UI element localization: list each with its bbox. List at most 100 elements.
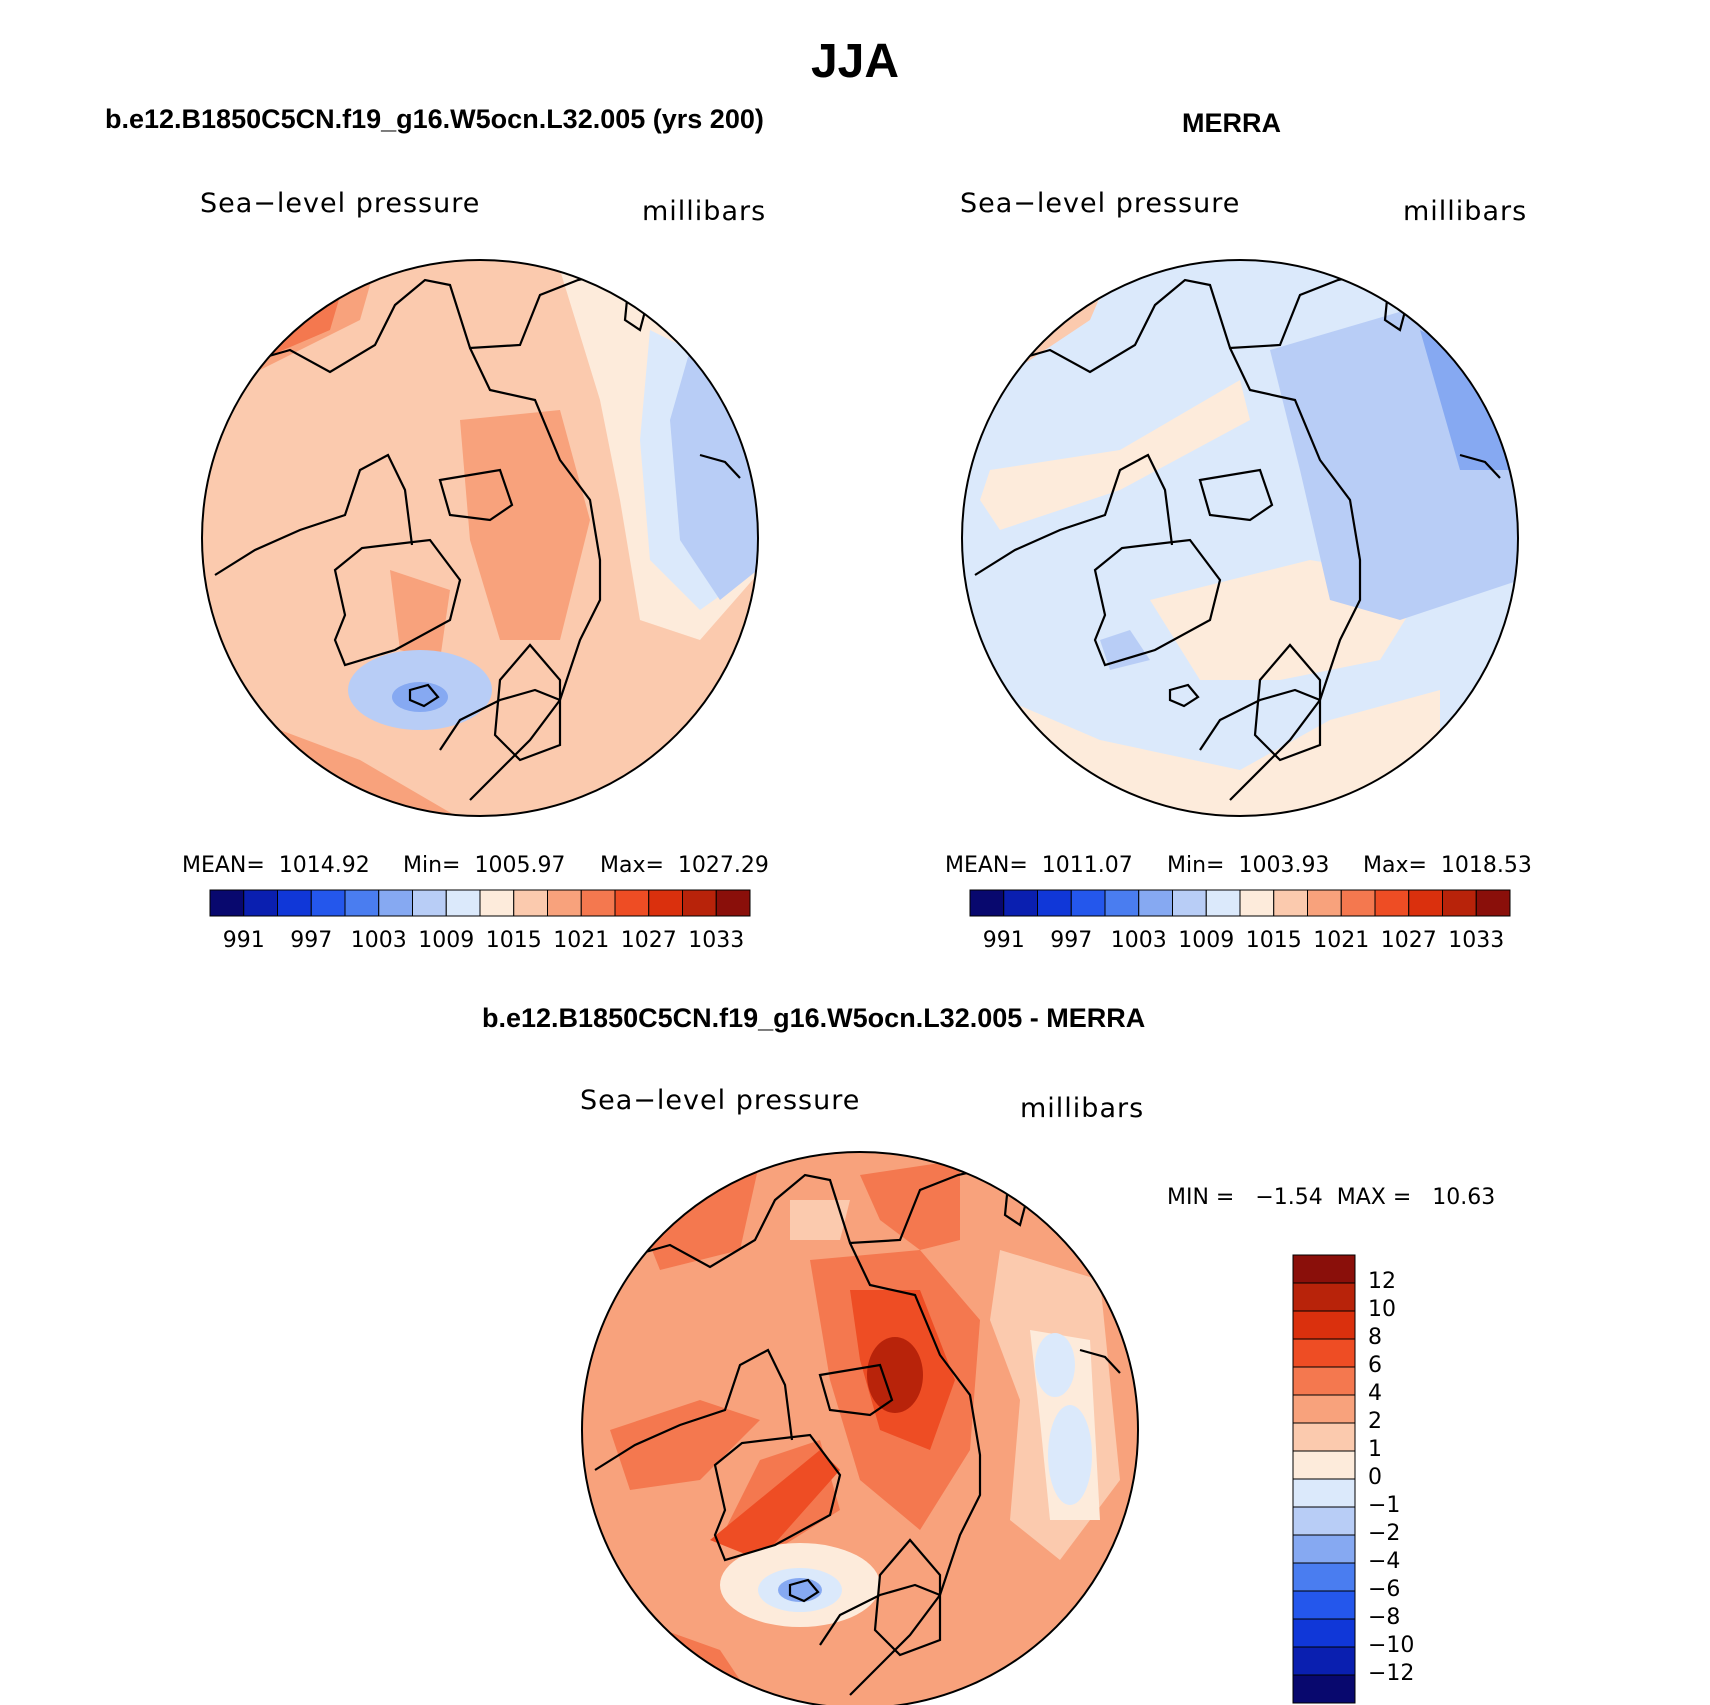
colorbar-swatch bbox=[715, 889, 751, 917]
diff-field-contour bbox=[860, 1160, 960, 1250]
colorbar-tick-label: 4 bbox=[1368, 1381, 1382, 1406]
colorbar-tick-label: 991 bbox=[982, 928, 1025, 953]
colorbar-swatch bbox=[1292, 1282, 1356, 1312]
diff-colorbar bbox=[1292, 1254, 1356, 1704]
colorbar-swatch bbox=[1374, 889, 1410, 917]
obs-variable-label: Sea−level pressure bbox=[960, 188, 1241, 219]
colorbar-tick-label: 1003 bbox=[1110, 928, 1167, 953]
obs-colorbar bbox=[969, 889, 1511, 917]
colorbar-swatch bbox=[1292, 1646, 1356, 1676]
colorbar-swatch bbox=[1292, 1506, 1356, 1536]
colorbar-tick-label: −2 bbox=[1368, 1521, 1401, 1546]
obs-min-stat: Min= 1003.93 bbox=[1167, 853, 1330, 878]
colorbar-swatch bbox=[1292, 1310, 1356, 1340]
colorbar-tick-label: 1 bbox=[1368, 1437, 1382, 1462]
obs-panel-title: MERRA bbox=[1182, 108, 1281, 138]
colorbar-tick-label: 2 bbox=[1368, 1409, 1382, 1434]
colorbar-tick-label: 1009 bbox=[418, 928, 475, 953]
colorbar-swatch bbox=[1138, 889, 1173, 917]
colorbar-swatch bbox=[378, 889, 413, 917]
colorbar-swatch bbox=[1292, 1422, 1356, 1452]
colorbar-tick-label: 1021 bbox=[553, 928, 610, 953]
model-max-stat: Max= 1027.29 bbox=[600, 853, 769, 878]
colorbar-swatch bbox=[1273, 889, 1308, 917]
colorbar-swatch bbox=[1292, 1674, 1356, 1704]
colorbar-tick-label: 1015 bbox=[485, 928, 542, 953]
obs-coastlines bbox=[974, 273, 1501, 801]
colorbar-swatch bbox=[1292, 1450, 1356, 1480]
model-field-contour bbox=[460, 410, 590, 640]
colorbar-tick-label: 1003 bbox=[350, 928, 407, 953]
colorbar-swatch bbox=[614, 889, 650, 917]
colorbar-swatch bbox=[344, 889, 380, 917]
colorbar-tick-label: 1021 bbox=[1313, 928, 1370, 953]
model-map-border bbox=[201, 259, 759, 817]
model-mean-stat: MEAN= 1014.92 bbox=[182, 853, 370, 878]
diff-minmax-stat: MIN = −1.54 MAX = 10.63 bbox=[1167, 1185, 1496, 1210]
colorbar-swatch bbox=[1172, 889, 1207, 917]
colorbar-swatch bbox=[1292, 1366, 1356, 1396]
colorbar-tick-label: 12 bbox=[1368, 1269, 1396, 1294]
colorbar-swatch bbox=[1475, 889, 1511, 917]
colorbar-swatch bbox=[1292, 1562, 1356, 1592]
colorbar-tick-label: 1027 bbox=[620, 928, 677, 953]
colorbar-tick-label: 1033 bbox=[1448, 928, 1505, 953]
model-units-label: millibars bbox=[642, 196, 767, 227]
diff-field-contour bbox=[610, 1400, 760, 1490]
colorbar-tick-label: 0 bbox=[1368, 1465, 1382, 1490]
diff-units-label: millibars bbox=[1020, 1093, 1145, 1124]
obs-field-contour bbox=[1100, 630, 1150, 670]
colorbar-swatch bbox=[1340, 889, 1376, 917]
colorbar-tick-label: 997 bbox=[1050, 928, 1093, 953]
colorbar-tick-label: −8 bbox=[1368, 1605, 1401, 1630]
colorbar-swatch bbox=[1292, 1254, 1356, 1284]
diff-field-contour bbox=[1035, 1333, 1075, 1397]
colorbar-tick-label: 1015 bbox=[1245, 928, 1302, 953]
colorbar-swatch bbox=[513, 889, 548, 917]
colorbar-tick-label: 1009 bbox=[1178, 928, 1235, 953]
obs-mean-stat: MEAN= 1011.07 bbox=[945, 853, 1133, 878]
model-coastlines bbox=[214, 273, 741, 801]
diff-map-border bbox=[581, 1151, 1139, 1705]
colorbar-swatch bbox=[1003, 889, 1038, 917]
colorbar-swatch bbox=[310, 889, 346, 917]
diff-panel-title: b.e12.B1850C5CN.f19_g16.W5ocn.L32.005 - … bbox=[482, 1003, 1146, 1033]
obs-field-contour bbox=[1420, 330, 1518, 470]
model-field-contour bbox=[390, 570, 450, 660]
figure-title: JJA bbox=[810, 35, 900, 88]
colorbar-swatch bbox=[209, 889, 245, 917]
model-panel-title: b.e12.B1850C5CN.f19_g16.W5ocn.L32.005 (y… bbox=[105, 104, 764, 134]
colorbar-swatch bbox=[1239, 889, 1275, 917]
diff-coastlines bbox=[594, 1168, 1121, 1696]
colorbar-tick-label: 6 bbox=[1368, 1353, 1382, 1378]
colorbar-tick-label: −6 bbox=[1368, 1577, 1401, 1602]
model-colorbar bbox=[209, 889, 751, 917]
obs-field-contour bbox=[980, 380, 1250, 530]
colorbar-swatch bbox=[1292, 1534, 1356, 1564]
colorbar-tick-label: 991 bbox=[222, 928, 265, 953]
colorbar-tick-label: −1 bbox=[1368, 1493, 1401, 1518]
obs-map-border bbox=[961, 259, 1519, 817]
obs-units-label: millibars bbox=[1403, 196, 1528, 227]
colorbar-swatch bbox=[1292, 1618, 1356, 1648]
colorbar-swatch bbox=[648, 889, 683, 917]
diff-field-contour bbox=[790, 1200, 850, 1240]
colorbar-tick-label: 997 bbox=[290, 928, 333, 953]
colorbar-swatch bbox=[1292, 1478, 1356, 1508]
colorbar-tick-label: 8 bbox=[1368, 1325, 1382, 1350]
colorbar-tick-label: −10 bbox=[1368, 1633, 1415, 1658]
diff-field-contour bbox=[867, 1337, 923, 1413]
colorbar-tick-label: −4 bbox=[1368, 1549, 1401, 1574]
model-min-stat: Min= 1005.97 bbox=[403, 853, 566, 878]
colorbar-swatch bbox=[1292, 1590, 1356, 1620]
colorbar-swatch bbox=[1292, 1394, 1356, 1424]
colorbar-swatch bbox=[1070, 889, 1106, 917]
colorbar-tick-label: 1027 bbox=[1380, 928, 1437, 953]
diff-variable-label: Sea−level pressure bbox=[580, 1085, 861, 1116]
colorbar-swatch bbox=[547, 889, 582, 917]
colorbar-swatch bbox=[969, 889, 1005, 917]
colorbar-swatch bbox=[1037, 889, 1072, 917]
diff-field-contour bbox=[710, 1450, 840, 1560]
